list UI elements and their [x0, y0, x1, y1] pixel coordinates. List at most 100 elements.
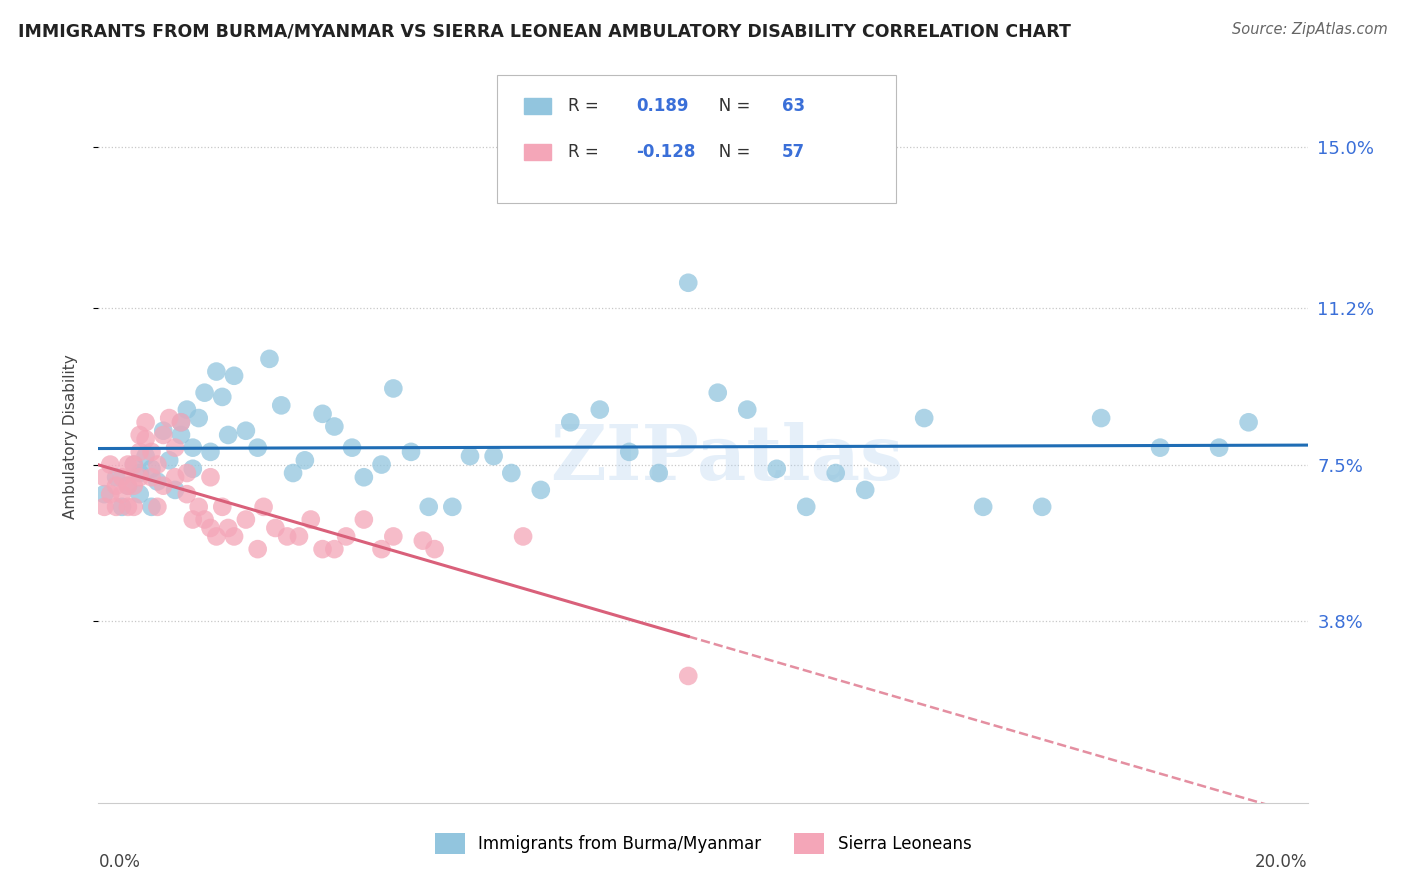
Point — [105, 479, 128, 493]
Point — [105, 500, 128, 514]
Point — [259, 351, 281, 366]
Point — [853, 483, 876, 497]
Point — [157, 411, 180, 425]
Point — [152, 479, 174, 493]
Point — [170, 428, 193, 442]
Point — [165, 441, 187, 455]
Point — [678, 669, 700, 683]
Point — [370, 458, 392, 472]
Point — [98, 487, 121, 501]
Point — [152, 428, 174, 442]
Point — [170, 415, 193, 429]
Point — [418, 500, 440, 514]
Point — [530, 483, 553, 497]
Point — [141, 445, 163, 459]
Point — [122, 458, 145, 472]
Point — [217, 428, 239, 442]
Point — [370, 542, 392, 557]
Point — [176, 487, 198, 501]
Point — [1090, 411, 1112, 425]
Point — [441, 500, 464, 514]
Point — [187, 411, 209, 425]
Point — [648, 466, 671, 480]
Point — [205, 529, 228, 543]
Point — [200, 445, 222, 459]
Point — [141, 462, 163, 476]
Point — [111, 470, 134, 484]
Point — [122, 500, 145, 514]
Text: -0.128: -0.128 — [637, 143, 696, 161]
Point — [117, 479, 139, 493]
Point — [170, 415, 193, 429]
Point — [288, 529, 311, 543]
Point — [423, 542, 446, 557]
Point — [181, 512, 204, 526]
Point — [93, 487, 115, 501]
Point — [458, 449, 481, 463]
Point — [299, 512, 322, 526]
Point — [235, 512, 257, 526]
Point — [794, 500, 817, 514]
Point — [165, 470, 187, 484]
Point — [706, 385, 728, 400]
Point — [135, 415, 157, 429]
Point — [146, 475, 169, 489]
Point — [111, 487, 134, 501]
Point — [281, 466, 304, 480]
Point — [512, 529, 534, 543]
Point — [294, 453, 316, 467]
Point — [128, 470, 150, 484]
Point — [1031, 500, 1053, 514]
Point — [93, 500, 115, 514]
Point — [200, 470, 222, 484]
Point — [222, 529, 245, 543]
Bar — [524, 98, 551, 114]
Point — [205, 365, 228, 379]
Point — [122, 458, 145, 472]
Point — [270, 398, 292, 412]
Point — [194, 512, 217, 526]
Point — [128, 428, 150, 442]
Point — [128, 466, 150, 480]
Point — [117, 479, 139, 493]
Point — [211, 390, 233, 404]
Point — [501, 466, 523, 480]
Point — [311, 542, 333, 557]
Point — [165, 483, 187, 497]
Point — [235, 424, 257, 438]
Point — [117, 458, 139, 472]
Point — [93, 470, 115, 484]
Point — [382, 529, 405, 543]
Point — [246, 441, 269, 455]
Point — [246, 542, 269, 557]
Point — [122, 479, 145, 493]
Point — [765, 462, 787, 476]
Point — [311, 407, 333, 421]
Point — [323, 419, 346, 434]
Point — [194, 385, 217, 400]
Text: 63: 63 — [782, 96, 804, 115]
Text: Source: ZipAtlas.com: Source: ZipAtlas.com — [1232, 22, 1388, 37]
Text: R =: R = — [568, 143, 603, 161]
Point — [98, 458, 121, 472]
Point — [264, 521, 287, 535]
Point — [128, 487, 150, 501]
Point — [152, 424, 174, 438]
Point — [181, 441, 204, 455]
Text: 20.0%: 20.0% — [1256, 853, 1308, 871]
Text: 57: 57 — [782, 143, 804, 161]
Text: 0.189: 0.189 — [637, 96, 689, 115]
FancyBboxPatch shape — [498, 75, 897, 203]
Point — [276, 529, 298, 543]
Text: N =: N = — [703, 96, 755, 115]
Point — [187, 500, 209, 514]
Point — [399, 445, 422, 459]
Point — [335, 529, 357, 543]
Point — [972, 500, 994, 514]
Point — [217, 521, 239, 535]
Bar — [524, 144, 551, 160]
Point — [678, 276, 700, 290]
Point — [105, 470, 128, 484]
Point — [482, 449, 505, 463]
Point — [128, 445, 150, 459]
